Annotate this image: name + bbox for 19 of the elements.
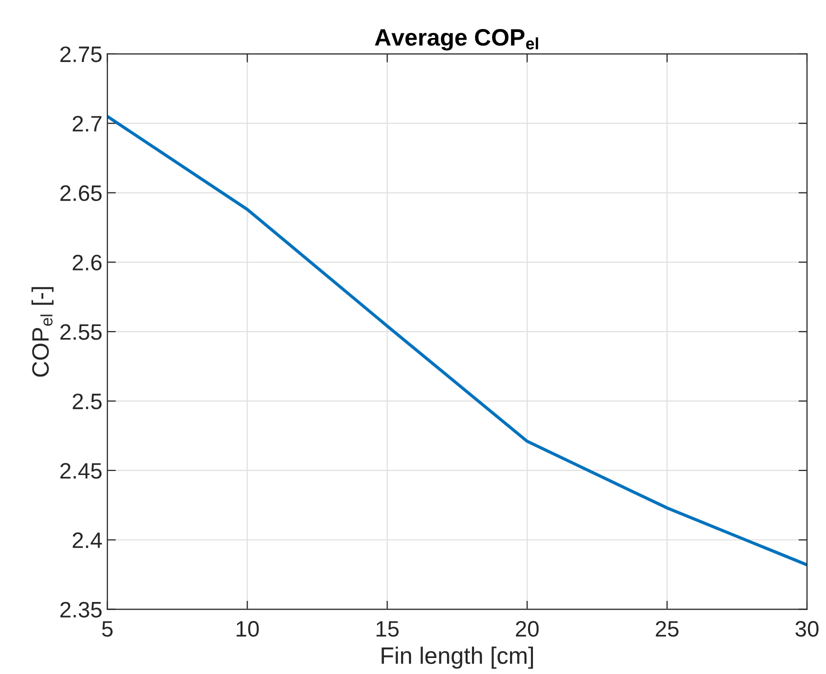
y-axis-title: COP$_{el}$ [-] (32, 287, 54, 377)
chart-title: Average COP$_{el}$ (374, 29, 538, 51)
y-tick-label: 2.6 (72, 254, 102, 270)
y-tick-label: 2.45 (60, 462, 102, 479)
y-tick-label: 2.35 (60, 602, 102, 618)
x-tick-label: 5 (102, 621, 113, 637)
y-tick-label: 2.4 (72, 532, 102, 548)
x-tick-label: 25 (656, 620, 679, 637)
x-tick-label: 20 (516, 620, 539, 637)
y-tick-label: 2.7 (72, 116, 102, 132)
line-series (107, 114, 807, 566)
x-tick-label: 15 (376, 621, 399, 637)
x-tick-label: 30 (795, 620, 818, 637)
x-tick-label: 10 (236, 620, 259, 637)
y-tick-label: 2.75 (60, 46, 102, 62)
y-tick-label: 2.65 (60, 185, 102, 202)
y-tick-label: 2.55 (60, 324, 102, 340)
y-tick-label: 2.5 (72, 394, 102, 410)
x-axis-title: Fin length [cm] (382, 646, 533, 669)
